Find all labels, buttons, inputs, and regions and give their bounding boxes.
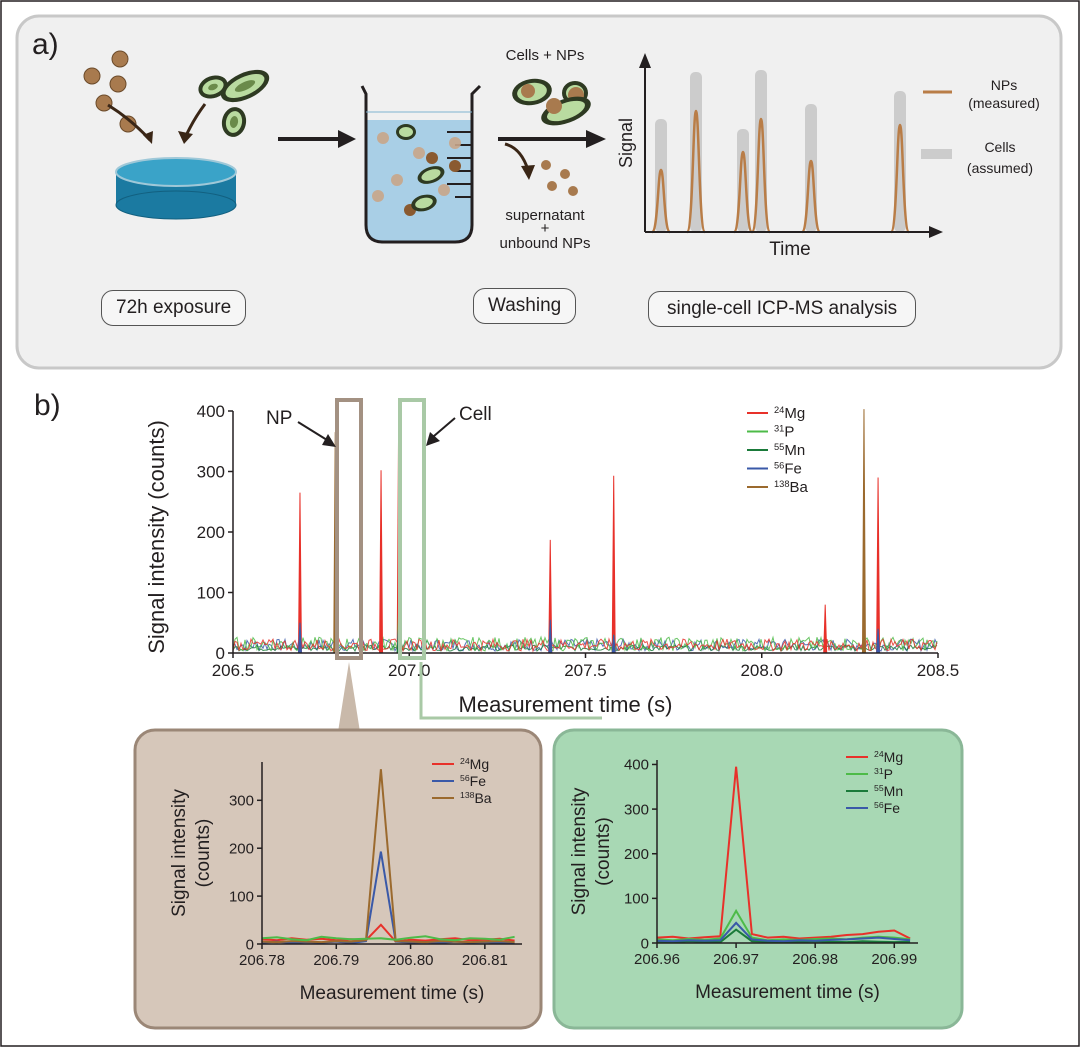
- cell-callout-label: Cell: [459, 404, 492, 425]
- zoom-x-label: Measurement time (s): [695, 982, 880, 1003]
- y-tick-label: 300: [229, 793, 254, 810]
- cell-callout-arrow: [433, 417, 456, 437]
- x-tick-label: 206.5: [212, 661, 255, 680]
- zoom-y-label-2: (counts): [193, 819, 214, 888]
- np-zoom-chart: 206.78 206.79 206.80 206.81 0 100 200 300 Measur…: [169, 756, 522, 1004]
- legend-label-fe: 56Fe: [774, 460, 802, 477]
- schematic-signal-plot: [650, 70, 911, 234]
- schematic-np-peak: [650, 168, 672, 234]
- y-tick-label: 300: [197, 462, 225, 481]
- zoom-legend-label-mn: 55Mn: [874, 783, 903, 799]
- schematic-x-label: Time: [769, 239, 811, 260]
- supernatant-label-2: +: [541, 220, 550, 237]
- zoom-legend-label-fe: 56Fe: [460, 773, 486, 789]
- x-tick-label: 206.98: [792, 951, 838, 968]
- schematic-y-label: Signal: [616, 118, 636, 168]
- schematic-np-peak: [750, 117, 772, 234]
- supernatant-label-3: unbound NPs: [500, 235, 591, 252]
- y-tick-label: 0: [641, 935, 649, 952]
- zoom-y-label-1: Signal intensity: [569, 787, 590, 915]
- supernatant-label-1: supernatant: [505, 207, 585, 224]
- schematic-np-peak: [800, 159, 822, 234]
- y-tick-label: 200: [624, 846, 649, 863]
- cells-with-nps-icon: [512, 78, 591, 126]
- y-tick-label: 400: [197, 402, 225, 421]
- x-tick-label: 206.79: [313, 952, 359, 969]
- x-tick-label: 206.97: [713, 951, 759, 968]
- x-tick-label: 208.0: [740, 661, 783, 680]
- legend-label-ba: 138Ba: [774, 479, 809, 496]
- zoom-legend-label-mg: 24Mg: [460, 756, 489, 772]
- series-fe: [656, 921, 911, 943]
- series-mg: [656, 766, 911, 940]
- panel-a-box: [15, 14, 1063, 370]
- y-tick-label: 400: [624, 757, 649, 774]
- cell-zoom-chart: 206.96 206.97 206.98 206.99 0 100 200 300 400 Mea…: [569, 749, 918, 1003]
- legend-cells-label-2: (assumed): [967, 160, 1033, 176]
- x-tick-label: 206.80: [388, 952, 434, 969]
- schematic-np-peak: [889, 123, 911, 234]
- step-washing-label: Washing: [473, 288, 577, 324]
- schematic-np-peak: [685, 109, 707, 234]
- cells-nps-label: Cells + NPs: [506, 47, 585, 64]
- zoom-legend-label-fe: 56Fe: [874, 800, 900, 816]
- panel-b-label: b): [34, 389, 61, 422]
- y-tick-label: 200: [229, 840, 254, 857]
- cell-highlight-box: [398, 398, 426, 660]
- y-tick-label: 0: [246, 936, 254, 953]
- y-tick-label: 0: [216, 644, 225, 663]
- petri-dish-icon: [115, 157, 237, 220]
- step-exposure-label: 72h exposure: [101, 290, 247, 326]
- zoom-legend-label-p: 31P: [874, 766, 893, 782]
- y-tick-label: 200: [197, 523, 225, 542]
- unbound-nps-icon: [541, 160, 578, 196]
- zoom-legend-label-mg: 24Mg: [874, 749, 903, 765]
- cell-zoom-connector: [419, 662, 602, 720]
- y-tick-label: 100: [197, 583, 225, 602]
- x-tick-label: 206.78: [239, 952, 285, 969]
- main-chart: 206.5 207.0 207.5 208.0 208.5 0 100 200 300 400 Me…: [144, 402, 959, 717]
- series-p: [261, 935, 515, 942]
- legend-nps-label-2: (measured): [968, 95, 1040, 111]
- y-tick-label: 100: [229, 888, 254, 905]
- beaker-icon: [360, 84, 482, 244]
- x-tick-label: 206.96: [634, 951, 680, 968]
- main-x-label: Measurement time (s): [459, 692, 673, 717]
- schematic-np-peak: [732, 150, 754, 234]
- zoom-legend-label-ba: 138Ba: [460, 790, 492, 806]
- x-tick-label: 206.99: [871, 951, 917, 968]
- x-tick-label: 206.81: [462, 952, 508, 969]
- x-tick-label: 207.0: [388, 661, 431, 680]
- step-icpms-label: single-cell ICP-MS analysis: [648, 291, 917, 327]
- zoom-y-label-1: Signal intensity: [169, 789, 190, 917]
- x-tick-label: 208.5: [917, 661, 960, 680]
- y-tick-label: 100: [624, 891, 649, 908]
- schematic-cell-peak: [737, 129, 749, 232]
- np-callout-arrow: [297, 421, 328, 441]
- legend-label-p: 31P: [774, 423, 794, 440]
- zoom-y-label-2: (counts): [593, 817, 614, 886]
- legend-cells-label-1: Cells: [984, 139, 1015, 155]
- np-callout-label: NP: [266, 408, 292, 429]
- np-zoom-panel: [133, 728, 543, 1030]
- panel-a-label: a): [32, 28, 59, 61]
- np-particles-icon: [83, 50, 137, 133]
- np-highlight-box: [335, 398, 363, 660]
- x-tick-label: 207.5: [564, 661, 607, 680]
- legend-label-mn: 55Mn: [774, 442, 805, 459]
- np-zoom-connector: [338, 662, 360, 732]
- main-y-label: Signal intensity (counts): [144, 420, 169, 654]
- algae-cells-icon: [198, 69, 270, 137]
- cell-zoom-panel: [552, 728, 964, 1030]
- series-ba: [261, 769, 515, 944]
- zoom-x-label: Measurement time (s): [300, 983, 485, 1004]
- y-tick-label: 300: [624, 801, 649, 818]
- noise-mg: [232, 637, 938, 653]
- legend-nps-label-1: NPs: [991, 77, 1017, 93]
- legend-label-mg: 24Mg: [774, 405, 805, 422]
